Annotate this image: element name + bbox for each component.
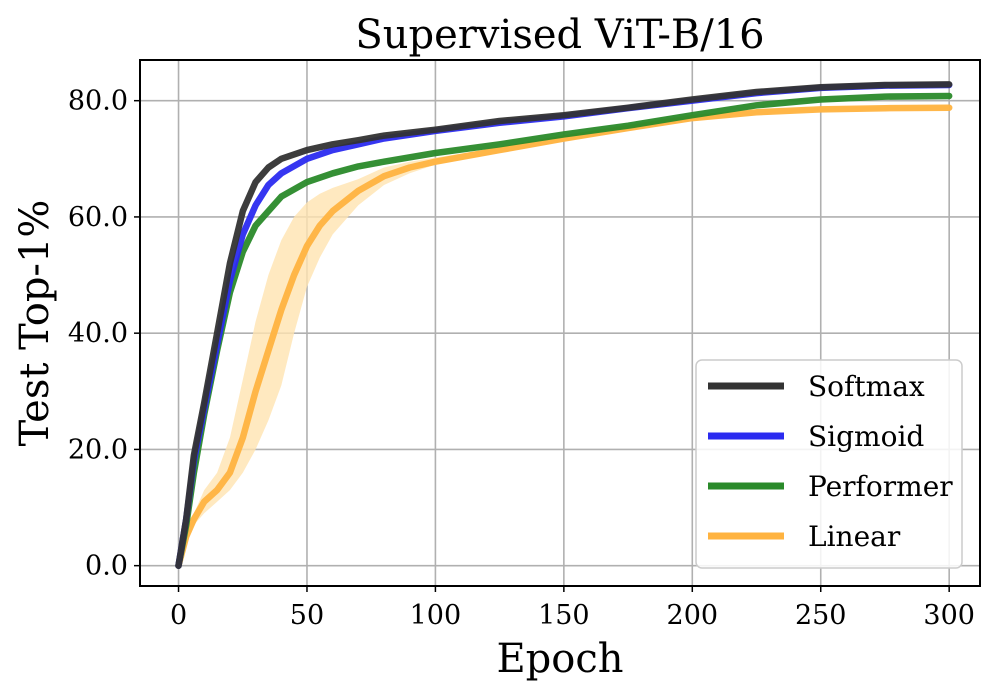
x-tick-label: 250	[795, 600, 847, 631]
y-tick-label: 40.0	[68, 318, 128, 349]
legend-label-softmax: Softmax	[808, 370, 925, 403]
y-axis-label: Test Top-1%	[12, 200, 58, 447]
legend-label-performer: Performer	[808, 470, 953, 503]
x-axis-label: Epoch	[496, 636, 623, 682]
y-tick-label: 80.0	[68, 86, 128, 117]
plot-frame	[139, 59, 981, 587]
x-tick-label: 0	[170, 600, 187, 631]
x-tick-label: 50	[290, 600, 324, 631]
legend-label-sigmoid: Sigmoid	[808, 420, 924, 453]
y-tick-label: 20.0	[68, 434, 128, 465]
series-line-softmax	[175, 81, 953, 569]
x-tick-label: 300	[923, 600, 975, 631]
x-tick-label: 200	[667, 600, 719, 631]
x-tick-label: 100	[410, 600, 462, 631]
legend-box	[695, 359, 963, 569]
legend: Softmax Sigmoid Performer Linear	[695, 359, 963, 569]
tick-layer: 0 50 100 150 200 250 300 0.0 20.0 40.0 60.0 80.0	[68, 86, 975, 631]
x-tick-label: 150	[538, 600, 590, 631]
y-tick-label: 60.0	[68, 202, 128, 233]
series-layer	[175, 81, 953, 569]
chart-title: Supervised ViT-B/16	[355, 12, 764, 58]
legend-label-linear: Linear	[808, 520, 901, 553]
y-tick-label: 0.0	[85, 551, 128, 582]
